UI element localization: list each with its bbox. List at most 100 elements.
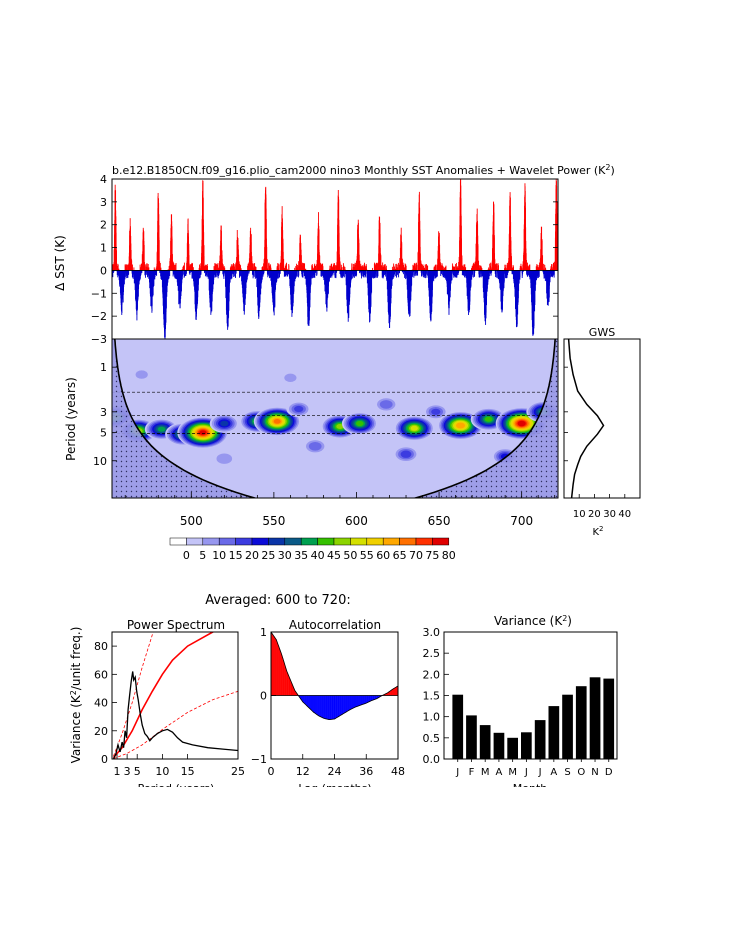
spectrum-xtick-label: 1 [114,765,121,778]
colorbar-swatch [366,537,384,546]
wavelet-xtick-label: 600 [345,514,368,528]
gws-x-axis: 10 20 30 40 [564,366,631,520]
wavelet-contour [199,430,207,435]
variance-xtick-label: M [508,767,517,778]
variance-bar [507,737,518,759]
wavelet-ytick-label: 5 [100,427,107,440]
spectrum-title: Power Spectrum [127,618,225,632]
colorbar-swatch [284,537,302,546]
colorbar-swatch [235,537,253,546]
sst-bars [111,179,559,339]
colorbar-swatch [432,537,450,546]
wavelet-contour [336,424,344,429]
wavelet-contour [294,405,304,413]
gws-xtick-label: 30 [603,509,616,520]
wavelet-xtick-label: 500 [180,514,203,528]
colorbar-label: 75 [425,549,439,562]
colorbar-swatch [333,537,351,546]
variance-bar [452,694,464,759]
coi-line-left [114,339,257,498]
variance-ytick-label: 1.0 [423,711,441,724]
sst-frame [111,178,559,340]
variance-xtick-label: M [481,767,490,778]
colorbar: 0 5 10 15 20 25 30 35 40 45 50 55 60 65 70 75 80 [169,537,456,562]
gws-xtick-label: 20 [588,509,601,520]
gws-xtick-label: 40 [618,509,631,520]
coi-hatch-left [112,339,255,498]
sst-ytick-label: 1 [100,242,107,255]
wavelet-contour [220,420,229,427]
spectrum-ytick-label: 0 [101,753,108,766]
sst-ytick-label: 4 [100,173,107,186]
colorbar-swatch [300,537,318,546]
averaged-label: Averaged: 600 to 720: [205,593,350,608]
sst-y-axis: 4 3 2 1 0 −1 −2 −3 [91,173,558,346]
spectrum-axes: 0 20 40 60 80 1 3 5 10 15 25 [94,640,245,778]
wavelet-xtick-label: 700 [510,514,533,528]
colorbar-swatch [382,537,400,546]
variance-bar [466,715,477,759]
colorbar-label: 20 [245,549,259,562]
acf-ytick-label: −1 [251,753,267,766]
cone-of-influence [112,339,558,498]
variance-bar [534,720,546,759]
colorbar-swatch [317,537,335,546]
acf-title: Autocorrelation [289,618,381,632]
variance-xtick-label: S [564,767,570,778]
spectrum-red-noise [112,632,215,759]
coi-hatch-right [415,339,558,498]
wavelet-contour [517,420,526,427]
variance-bar [562,694,573,759]
variance-xtick-label: J [524,767,528,778]
variance-bar [479,725,491,759]
sst-ytick-label: 3 [100,196,107,209]
colorbar-label: 65 [393,549,407,562]
spectrum-ytick-label: 60 [94,668,108,681]
sst-ytick-label: −3 [91,333,107,346]
wavelet-contour [356,420,364,427]
colorbar-label: 45 [327,549,341,562]
colorbar-label: 70 [409,549,423,562]
colorbar-label: 80 [442,549,456,562]
wavelet-ytick-label: 1 [100,361,107,374]
variance-bars [452,677,615,759]
colorbar-swatch [399,537,417,546]
acf-axes: 10−10 12 24 36 48 [251,626,405,778]
sst-anomaly-panel: 4 3 2 1 0 −1 −2 −3 Δ SST (K) [53,173,559,346]
variance-ytick-label: 1.5 [423,690,441,703]
sst-ylabel: Δ SST (K) [53,235,67,291]
acf-xtick-label: 12 [296,765,310,778]
sst-ytick-label: −2 [91,310,107,323]
colorbar-label: 5 [199,549,206,562]
wavelet-contour [308,442,322,451]
variance-xtick-label: J [455,767,459,778]
variance-ytick-label: 3.0 [423,626,441,639]
colorbar-label: 35 [294,549,308,562]
gws-xtick-label: 10 [573,509,586,520]
spectrum-ylabel: Variance (K2/unit freq.) [69,627,83,764]
colorbar-label: 25 [261,549,275,562]
coi-line-right [413,339,556,498]
gws-frame [563,338,641,499]
wavelet-power-panel: 1 3 5 10 500 550 600 650 700 Period (years) [64,338,640,528]
variance-ytick-label: 2.0 [423,668,441,681]
wavelet-contour [379,400,393,409]
wavelet-contour [157,426,166,432]
spectrum-frame [111,631,239,760]
colorbar-label: 10 [212,549,226,562]
variance-xtick-label: F [469,767,475,778]
variance-bar [493,732,505,759]
spectrum-xtick-label: 15 [181,765,195,778]
global-wavelet-spectrum-panel: GWS 10 20 30 40 K2 [563,326,641,538]
wavelet-contour [456,422,465,429]
wavelet-xtick-label: 650 [428,514,451,528]
variance-bar [548,706,560,759]
colorbar-label: 60 [376,549,390,562]
variance-ytick-label: 0.0 [423,753,441,766]
colorbar-swatch [268,537,286,546]
variance-xtick-label: O [577,767,585,778]
acf-xtick-label: 48 [391,765,405,778]
figure-title: b.e12.B1850CN.f09_g16.plio_cam2000 nino3… [112,163,615,177]
wavelet-contour [284,373,297,382]
